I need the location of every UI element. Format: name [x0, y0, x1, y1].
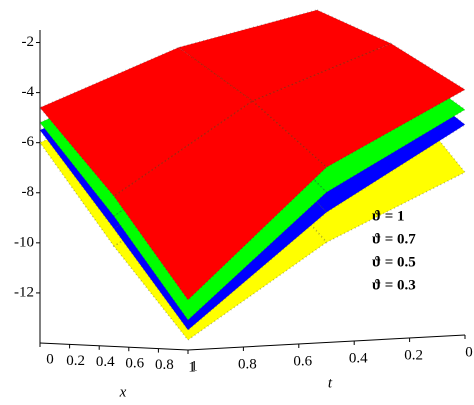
- z-tick-label: -8: [22, 184, 35, 200]
- x-tick-label: 0.6: [125, 356, 144, 372]
- x-tick-label: 1: [190, 358, 198, 374]
- t-axis: [187, 334, 466, 351]
- t-tick-label: 1: [188, 359, 196, 375]
- z-tick-label: -2: [22, 34, 35, 50]
- surface-patch: [251, 42, 467, 169]
- t-tick-label: 0: [465, 344, 473, 360]
- surface-patch: [38, 46, 254, 198]
- surface-patch: [112, 100, 328, 302]
- z-tick-label: -4: [22, 84, 35, 100]
- legend-entry: ϑ = 1: [372, 208, 405, 224]
- surface-patch: [176, 9, 393, 102]
- x-axis: [39, 342, 189, 351]
- legend-entry: ϑ = 0.3: [372, 277, 416, 293]
- t-tick-label: 0.2: [404, 347, 423, 363]
- t-axis-label: t: [328, 375, 333, 391]
- x-axis-label: x: [119, 384, 127, 400]
- x-tick-label: 0: [46, 351, 54, 367]
- z-tick-label: -10: [14, 234, 34, 250]
- x-tick-label: 0.2: [66, 353, 85, 369]
- x-tick-label: 0.8: [155, 357, 174, 373]
- legend-entry: ϑ = 0.7: [372, 231, 416, 247]
- t-tick-label: 0.8: [238, 356, 257, 372]
- t-tick-label: 0.6: [293, 353, 312, 369]
- z-tick-label: -6: [22, 134, 35, 150]
- z-tick-label: -12: [14, 284, 34, 300]
- t-tick-label: 0.4: [349, 350, 368, 366]
- x-tick-label: 0.4: [96, 354, 115, 370]
- legend-entry: ϑ = 0.5: [372, 254, 416, 270]
